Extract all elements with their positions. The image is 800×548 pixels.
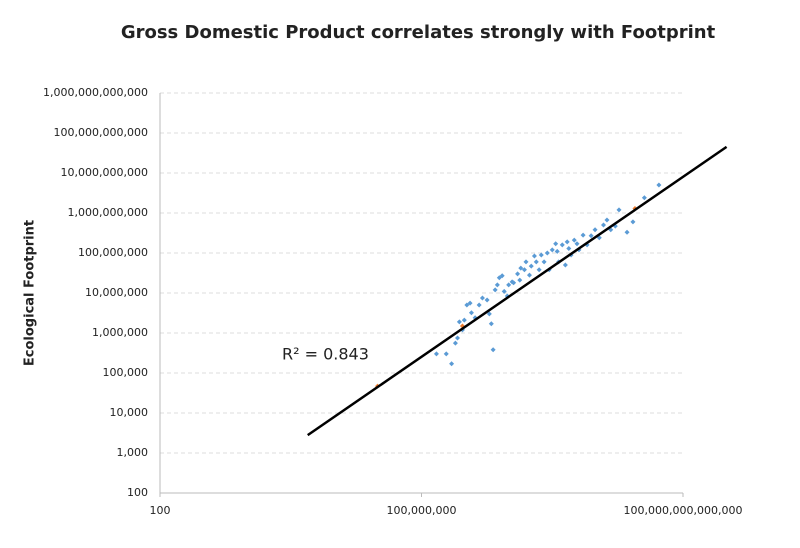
y-tick-label: 1,000 xyxy=(117,446,149,459)
point xyxy=(544,250,550,256)
point xyxy=(528,263,534,269)
point xyxy=(564,239,570,245)
point xyxy=(456,319,462,325)
point xyxy=(562,262,568,268)
y-tick-label: 100,000,000,000 xyxy=(54,126,148,139)
point xyxy=(533,259,539,265)
x-tick-label: 100 xyxy=(150,504,171,517)
point xyxy=(592,227,598,233)
point xyxy=(553,241,559,247)
y-tick-label: 1,000,000,000 xyxy=(68,206,148,219)
point xyxy=(624,229,630,235)
y-tick-label: 1,000,000,000,000 xyxy=(43,86,148,99)
point xyxy=(656,182,662,188)
chart-title: Gross Domestic Product correlates strong… xyxy=(121,22,716,43)
point xyxy=(455,335,461,341)
point xyxy=(452,340,458,346)
y-tick-label: 100 xyxy=(127,486,148,499)
point xyxy=(616,207,622,213)
point xyxy=(601,222,607,228)
point xyxy=(494,282,500,288)
point xyxy=(536,267,542,273)
point xyxy=(461,317,467,323)
y-tick-label: 10,000,000 xyxy=(85,286,148,299)
point xyxy=(566,245,572,251)
y-axis-title: Ecological Footprint xyxy=(23,220,38,366)
point xyxy=(499,273,505,279)
point xyxy=(549,247,555,253)
point xyxy=(515,271,521,277)
point xyxy=(479,295,485,301)
point xyxy=(490,347,496,353)
y-tick-label: 100,000,000 xyxy=(78,246,148,259)
point xyxy=(488,321,494,327)
point xyxy=(506,282,512,288)
point xyxy=(486,311,492,317)
point xyxy=(526,272,532,278)
point xyxy=(538,252,544,258)
point xyxy=(468,310,474,316)
point xyxy=(492,287,498,293)
point xyxy=(449,361,455,367)
point xyxy=(523,259,529,265)
point xyxy=(517,277,523,283)
point xyxy=(630,219,636,225)
x-tick-label: 100,000,000 xyxy=(387,504,457,517)
point xyxy=(580,232,586,238)
point xyxy=(554,248,560,254)
x-tick-label: 100,000,000,000,000 xyxy=(624,504,743,517)
point xyxy=(433,351,439,357)
point xyxy=(521,267,527,273)
trendline xyxy=(307,145,728,437)
point xyxy=(588,233,594,239)
point xyxy=(443,351,449,357)
point xyxy=(641,195,647,201)
point xyxy=(484,297,490,303)
point xyxy=(541,259,547,265)
y-tick-label: 1,000,000 xyxy=(92,326,148,339)
point xyxy=(501,288,507,294)
y-tick-label: 10,000 xyxy=(110,406,149,419)
annotation: R² = 0.843 xyxy=(282,345,369,364)
point xyxy=(559,242,565,248)
point xyxy=(518,265,524,271)
point xyxy=(476,302,482,308)
point xyxy=(511,280,517,286)
point xyxy=(574,241,580,247)
point xyxy=(464,302,470,308)
point xyxy=(467,300,473,306)
point xyxy=(604,217,610,223)
y-tick-label: 100,000 xyxy=(103,366,149,379)
point xyxy=(531,253,537,259)
y-tick-label: 10,000,000,000 xyxy=(61,166,148,179)
point xyxy=(571,237,577,243)
